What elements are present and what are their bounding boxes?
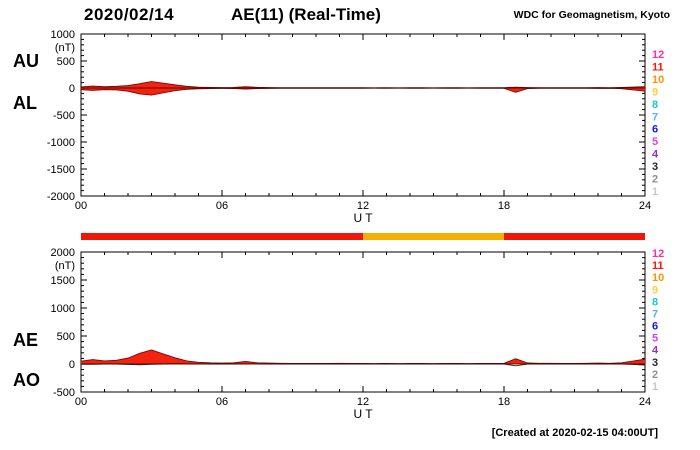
station-count-10: 10	[652, 272, 664, 284]
index-label-al: AL	[13, 93, 37, 113]
x-axis-label: U T	[353, 407, 373, 421]
station-count-9: 9	[652, 86, 658, 98]
y-tick-label: -1000	[47, 137, 75, 149]
station-count-8: 8	[652, 99, 658, 111]
date-label: 2020/02/14	[84, 5, 175, 24]
created-label: [Created at 2020-02-15 04:00UT]	[491, 427, 658, 439]
plot-frame	[80, 251, 646, 393]
station-count-6: 6	[652, 321, 658, 333]
y-tick-label: 1500	[51, 275, 75, 287]
y-tick-label: 500	[57, 56, 75, 68]
x-tick-label: 12	[357, 200, 369, 212]
station-count-11: 11	[652, 260, 664, 272]
index-label-ae: AE	[13, 330, 38, 350]
station-count-6: 6	[652, 124, 658, 136]
x-axis-label: U T	[353, 211, 373, 225]
x-tick-label: 06	[216, 200, 228, 212]
y-axis-unit: (nT)	[55, 42, 75, 54]
quality-segment	[504, 233, 645, 240]
y-tick-label: -2000	[47, 191, 75, 203]
station-count-12: 12	[652, 49, 664, 61]
station-count-9: 9	[652, 284, 658, 296]
y-tick-label: 0	[69, 83, 75, 95]
station-count-4: 4	[652, 345, 659, 357]
plot-frame	[80, 33, 646, 197]
station-count-4: 4	[652, 149, 659, 161]
station-count-3: 3	[652, 161, 658, 173]
plot-title: AE(11) (Real-Time)	[231, 5, 381, 24]
x-tick-label: 12	[357, 396, 369, 408]
series-fill-au	[81, 81, 645, 88]
y-tick-label: -500	[53, 110, 75, 122]
x-tick-label: 18	[498, 200, 510, 212]
station-count-5: 5	[652, 333, 658, 345]
station-quality-bar	[81, 233, 645, 240]
source-label: WDC for Geomagnetism, Kyoto	[513, 9, 670, 21]
station-count-7: 7	[652, 308, 658, 320]
station-count-7: 7	[652, 111, 658, 123]
station-count-1: 1	[652, 186, 658, 198]
series-line-ae	[80, 349, 646, 365]
series-fill-al	[81, 88, 645, 96]
y-axis-unit: (nT)	[55, 260, 75, 272]
index-label-ao: AO	[13, 370, 40, 390]
station-count-5: 5	[652, 136, 658, 148]
x-tick-label: 00	[75, 396, 87, 408]
y-tick-label: 0	[69, 359, 75, 371]
quality-segment	[81, 233, 363, 240]
x-tick-label: 18	[498, 396, 510, 408]
quality-segment	[363, 233, 504, 240]
x-tick-label: 24	[639, 200, 651, 212]
station-count-2: 2	[652, 174, 658, 186]
y-tick-label: 500	[57, 331, 75, 343]
station-count-1: 1	[652, 381, 658, 393]
station-count-11: 11	[652, 61, 664, 73]
y-tick-label: 1000	[51, 29, 75, 41]
index-label-au: AU	[13, 51, 39, 71]
station-count-3: 3	[652, 357, 658, 369]
x-tick-label: 00	[75, 200, 87, 212]
y-tick-label: 1000	[51, 303, 75, 315]
series-fill-ae	[81, 350, 645, 364]
y-tick-label: 2000	[51, 247, 75, 259]
x-tick-label: 24	[639, 396, 651, 408]
x-tick-label: 06	[216, 396, 228, 408]
y-tick-label: -500	[53, 387, 75, 399]
station-count-10: 10	[652, 74, 664, 86]
station-count-12: 12	[652, 248, 664, 260]
station-count-8: 8	[652, 296, 658, 308]
station-count-2: 2	[652, 369, 658, 381]
y-tick-label: -1500	[47, 164, 75, 176]
